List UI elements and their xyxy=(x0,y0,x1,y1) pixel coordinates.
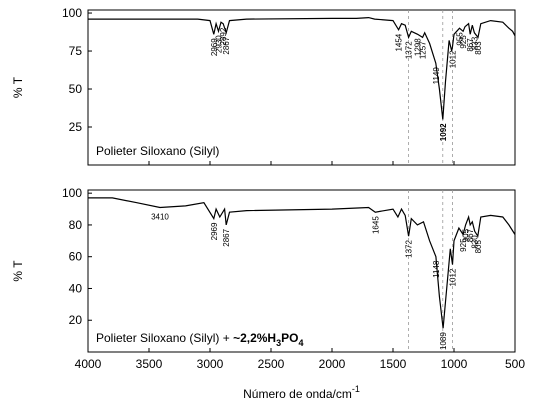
y-axis-label: % T xyxy=(11,260,25,282)
label-part: 3 xyxy=(276,338,281,348)
x-tick-label: 3500 xyxy=(136,357,163,371)
peak-label: 3410 xyxy=(151,212,169,221)
y-tick-label: 100 xyxy=(62,6,82,20)
x-tick-label: 3000 xyxy=(197,357,224,371)
y-tick-label: 40 xyxy=(69,281,83,295)
x-tick-label: 2500 xyxy=(258,357,285,371)
label-part: Número de onda/cm xyxy=(243,387,352,401)
peak-label: 1645 xyxy=(371,216,380,234)
peak-label: 833 xyxy=(470,36,479,50)
y-tick-label: 60 xyxy=(69,250,83,264)
y-tick-label: 50 xyxy=(69,82,83,96)
peak-label: 1372 xyxy=(405,240,414,258)
x-tick-label: 1000 xyxy=(441,357,468,371)
peak-label: 1148 xyxy=(432,260,441,278)
x-tick-label: 500 xyxy=(505,357,525,371)
peak-label: 1298 xyxy=(414,38,423,56)
panel-label: Polieter Siloxano (Silyl) xyxy=(96,144,219,158)
y-tick-label: 25 xyxy=(69,120,83,134)
x-tick-label: 2000 xyxy=(319,357,346,371)
plot-frame xyxy=(87,189,516,353)
y-axis-label: % T xyxy=(11,76,25,98)
peak-label: 925 xyxy=(459,35,468,49)
x-axis-label: Número de onda/cm-1 xyxy=(243,384,360,401)
peak-label: 2930 xyxy=(215,35,224,53)
peak-label: 867 xyxy=(466,228,475,242)
peak-label: 925 xyxy=(459,238,468,252)
peak-label: 1012 xyxy=(449,268,458,286)
label-part: ~2,2%H xyxy=(233,331,276,345)
spectrum-line xyxy=(88,197,516,329)
peak-label: 867 xyxy=(466,38,475,52)
peak-label: 1012 xyxy=(449,50,458,68)
peak-label: 2969 xyxy=(210,222,219,240)
plot-frame xyxy=(87,9,516,166)
peak-label: 2867 xyxy=(222,228,231,246)
x-tick-label: 1500 xyxy=(380,357,407,371)
peak-label: 905 xyxy=(462,228,471,242)
peak-label: 1257 xyxy=(419,41,428,59)
y-tick-label: 20 xyxy=(69,313,83,327)
peak-label: 830 xyxy=(471,235,480,249)
peak-label: 1092 xyxy=(439,123,448,141)
peak-label: 2892 xyxy=(219,27,228,45)
label-part: PO xyxy=(281,331,298,345)
peak-label: 1454 xyxy=(395,33,404,51)
peak-label: 1149 xyxy=(432,67,441,85)
peak-label: 1372 xyxy=(405,41,414,59)
label-part: Polieter Siloxano (Silyl) + xyxy=(96,331,233,345)
label-part: -1 xyxy=(352,384,360,394)
y-tick-label: 75 xyxy=(69,44,83,58)
y-tick-label: 100 xyxy=(62,186,82,200)
peak-label: 2969 xyxy=(210,38,219,56)
spectrum-line xyxy=(88,16,516,120)
panel-label: Polieter Siloxano (Silyl) + ~2,2%H3PO4 xyxy=(96,331,303,348)
y-tick-label: 80 xyxy=(69,218,83,232)
peak-label: 805 xyxy=(474,240,483,254)
label-part: 4 xyxy=(298,338,303,348)
peak-label: 1089 xyxy=(439,332,448,350)
x-tick-label: 4000 xyxy=(75,357,102,371)
peak-label: 2867 xyxy=(222,36,231,54)
peak-label: 955 xyxy=(455,32,464,46)
peak-label: 803 xyxy=(474,41,483,55)
